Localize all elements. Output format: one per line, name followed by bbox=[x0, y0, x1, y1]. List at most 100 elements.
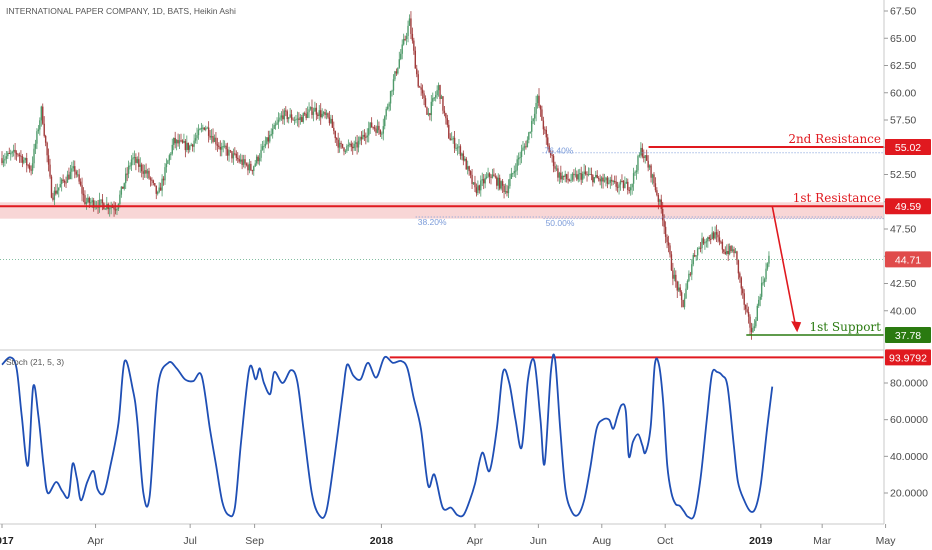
candle[interactable] bbox=[350, 140, 352, 152]
candle[interactable] bbox=[148, 167, 150, 180]
candle[interactable] bbox=[175, 139, 178, 151]
candle[interactable] bbox=[10, 149, 12, 161]
candle[interactable] bbox=[448, 119, 450, 139]
candle[interactable] bbox=[586, 171, 588, 182]
candle[interactable] bbox=[464, 156, 466, 162]
candle[interactable] bbox=[568, 178, 571, 182]
candle[interactable] bbox=[673, 267, 676, 282]
candle[interactable] bbox=[376, 119, 379, 134]
candle[interactable] bbox=[177, 133, 179, 147]
candle[interactable] bbox=[60, 178, 63, 192]
candle[interactable] bbox=[58, 187, 60, 198]
candle[interactable] bbox=[87, 194, 89, 204]
candle[interactable] bbox=[644, 154, 646, 164]
candle[interactable] bbox=[686, 279, 689, 290]
candle[interactable] bbox=[44, 134, 47, 147]
candle[interactable] bbox=[28, 162, 31, 173]
candle[interactable] bbox=[247, 162, 249, 176]
candle[interactable] bbox=[110, 201, 112, 215]
candle[interactable] bbox=[258, 153, 261, 166]
candle[interactable] bbox=[42, 103, 44, 125]
candle[interactable] bbox=[372, 126, 374, 130]
candle[interactable] bbox=[357, 136, 360, 153]
candle[interactable] bbox=[593, 177, 596, 184]
candle[interactable] bbox=[672, 262, 674, 286]
candle[interactable] bbox=[666, 234, 668, 249]
candle[interactable] bbox=[574, 167, 577, 178]
candle[interactable] bbox=[499, 174, 501, 191]
candle[interactable] bbox=[379, 129, 382, 138]
candle[interactable] bbox=[656, 187, 658, 197]
candle[interactable] bbox=[459, 144, 462, 160]
candle[interactable] bbox=[17, 153, 19, 158]
candle[interactable] bbox=[23, 156, 25, 165]
candle[interactable] bbox=[619, 179, 622, 191]
candle[interactable] bbox=[510, 167, 513, 179]
candle[interactable] bbox=[682, 299, 684, 308]
candle[interactable] bbox=[577, 169, 579, 183]
candle[interactable] bbox=[120, 186, 123, 198]
candle[interactable] bbox=[283, 108, 286, 125]
candle[interactable] bbox=[424, 95, 427, 108]
candle[interactable] bbox=[59, 177, 61, 188]
candle[interactable] bbox=[143, 164, 146, 178]
candle[interactable] bbox=[21, 154, 24, 168]
candle[interactable] bbox=[580, 166, 582, 185]
candle[interactable] bbox=[40, 105, 42, 127]
candle[interactable] bbox=[699, 241, 702, 253]
candle[interactable] bbox=[191, 143, 194, 152]
candle[interactable] bbox=[135, 153, 137, 171]
candle[interactable] bbox=[475, 183, 478, 197]
candle[interactable] bbox=[584, 165, 587, 176]
candle[interactable] bbox=[248, 159, 251, 174]
candle[interactable] bbox=[675, 270, 677, 288]
candle[interactable] bbox=[707, 236, 709, 248]
candle[interactable] bbox=[407, 20, 409, 43]
candle[interactable] bbox=[197, 124, 200, 140]
candle[interactable] bbox=[241, 154, 243, 170]
candle[interactable] bbox=[401, 39, 403, 60]
candle[interactable] bbox=[158, 182, 160, 194]
candle[interactable] bbox=[736, 250, 738, 265]
candle[interactable] bbox=[82, 187, 85, 203]
candle[interactable] bbox=[622, 179, 625, 191]
candle[interactable] bbox=[119, 190, 121, 208]
candle[interactable] bbox=[434, 91, 437, 102]
candle[interactable] bbox=[203, 127, 205, 131]
candle[interactable] bbox=[728, 243, 731, 256]
candle[interactable] bbox=[69, 164, 72, 180]
candle[interactable] bbox=[186, 135, 188, 153]
candle[interactable] bbox=[597, 176, 600, 182]
candle[interactable] bbox=[411, 27, 414, 44]
candle[interactable] bbox=[146, 168, 149, 179]
candle[interactable] bbox=[104, 208, 107, 210]
candle[interactable] bbox=[356, 134, 358, 155]
candle[interactable] bbox=[493, 168, 495, 177]
candle[interactable] bbox=[269, 130, 271, 144]
candle[interactable] bbox=[477, 180, 479, 196]
candle[interactable] bbox=[26, 152, 28, 173]
candle[interactable] bbox=[337, 132, 339, 154]
candle[interactable] bbox=[375, 125, 377, 137]
candle[interactable] bbox=[321, 108, 323, 119]
candle[interactable] bbox=[183, 133, 185, 144]
candle[interactable] bbox=[471, 168, 473, 190]
candle[interactable] bbox=[235, 150, 238, 161]
candle[interactable] bbox=[287, 116, 290, 124]
candle[interactable] bbox=[363, 129, 366, 142]
candle[interactable] bbox=[564, 170, 566, 183]
candle[interactable] bbox=[520, 144, 523, 164]
candle[interactable] bbox=[18, 152, 21, 163]
stoch-indicator[interactable] bbox=[1, 353, 884, 520]
candle[interactable] bbox=[529, 131, 531, 134]
candle[interactable] bbox=[465, 156, 467, 170]
candle[interactable] bbox=[491, 168, 494, 179]
candle[interactable] bbox=[708, 235, 710, 242]
candle[interactable] bbox=[202, 124, 204, 132]
candle[interactable] bbox=[599, 174, 601, 186]
candle[interactable] bbox=[484, 174, 486, 189]
candle[interactable] bbox=[462, 150, 465, 166]
candle[interactable] bbox=[155, 185, 157, 200]
candle[interactable] bbox=[76, 170, 79, 178]
